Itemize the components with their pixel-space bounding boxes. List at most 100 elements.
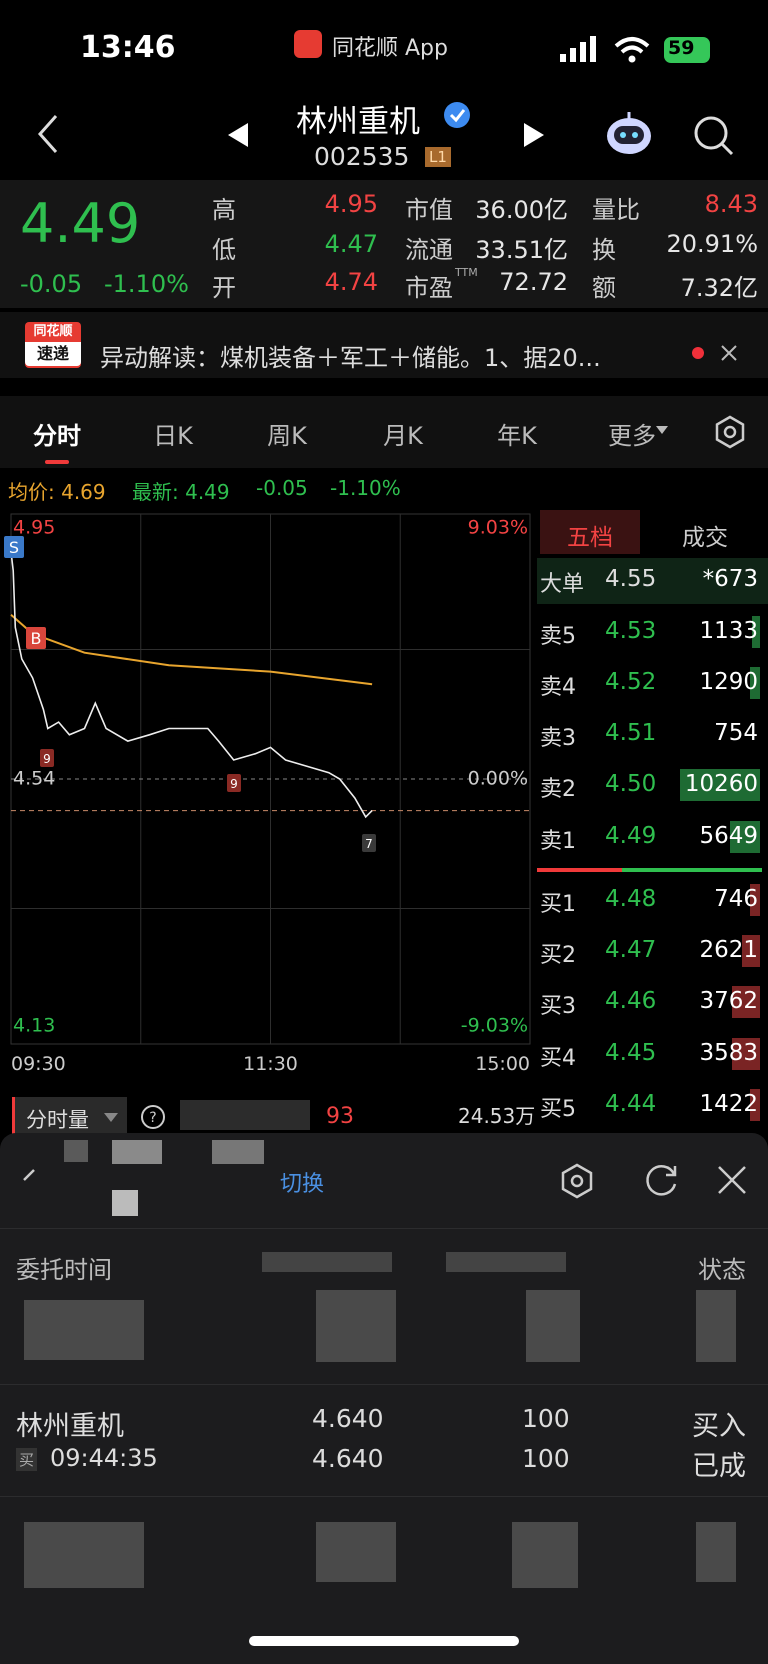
mosaic [112,1190,138,1216]
mosaic [696,1522,736,1582]
tab[interactable]: 月K [383,422,423,450]
trade-marker [40,749,54,767]
qty-bar [732,1038,760,1070]
price-change: -0.05 [20,270,83,298]
trade-marker-label: 9 [230,777,238,791]
avg-price: 均价: 4.69 [8,480,106,504]
stat-label: 高 [212,196,236,224]
volume-value: 93 [326,1104,354,1129]
book-label: 卖4 [540,675,576,700]
book-tab[interactable]: 五档 [567,525,613,551]
stat-value: 36.00亿 [475,196,568,224]
tab[interactable]: 分时 [33,422,81,450]
book-price: 4.50 [605,771,657,797]
book-qty: *673 [702,566,758,592]
news-close[interactable] [720,344,738,362]
battery-level: 59 [668,37,695,59]
trade-marker-label: 7 [365,837,373,851]
volume-help[interactable]: ? [140,1104,166,1130]
latest-change: -0.05 [256,476,308,500]
stat-value: 20.91% [666,230,758,258]
back-button[interactable] [34,114,62,154]
intraday-chart: 4.95 9.03% 4.54 0.00% 4.13 -9.03% 09:30 11:30 15… [4,513,531,1075]
book-qty: 2621 [699,937,758,963]
volume-dropdown [104,1113,118,1122]
qty-bar [742,935,760,967]
qty-bar [750,667,760,699]
stat-value: 7.32亿 [680,274,758,302]
order-time: 09:44:35 [50,1444,158,1472]
book-label: 大单 [540,572,585,597]
book-label: 买1 [540,892,576,917]
book-price: 4.46 [605,988,657,1014]
book-label: 卖5 [540,624,576,649]
order-qty: 100 [522,1404,570,1433]
x-tick-label: 11:30 [243,1053,298,1075]
stock-code: 002535 [314,142,410,171]
trade-marker [227,774,241,792]
panel-refresh[interactable] [642,1162,680,1200]
mosaic [512,1522,578,1588]
book-tab[interactable]: 成交 [682,525,728,551]
stat-label: 换 [592,236,616,264]
status-time: 13:46 [80,30,176,65]
x-tick-label: 15:00 [475,1053,530,1075]
panel-settings[interactable] [558,1162,596,1200]
next-stock[interactable] [522,122,546,148]
book-price: 4.51 [605,720,657,746]
tab[interactable]: 更多 [608,422,656,450]
qty-bar [750,1089,760,1121]
panel-back[interactable] [20,1166,40,1190]
book-divider-sell [537,868,622,872]
tab-more-arrow [656,426,668,434]
news-badge-top: 同花顺 [33,324,73,339]
svg-text:?: ? [149,1110,156,1126]
order-avg-price: 4.640 [312,1444,384,1473]
book-tab-active [540,510,640,554]
stat-label: 开 [212,274,236,302]
price-line [10,551,373,819]
switch-button[interactable]: 切换 [280,1172,325,1197]
latest-pct: -1.10% [330,476,401,500]
home-indicator [249,1636,519,1646]
book-label: 买3 [540,994,576,1019]
book-label: 卖1 [540,829,576,854]
trade-marker-label: 9 [43,752,51,766]
assistant-button[interactable] [604,110,654,158]
order-name: 林州重机 [16,1411,124,1442]
search-button[interactable] [692,114,736,158]
tab[interactable]: 日K [153,422,193,450]
mosaic [112,1140,162,1164]
battery: 59 [664,37,710,63]
qty-bar [732,986,760,1018]
level-tag: L1 [425,147,451,167]
stat-label: 流通 [405,236,453,264]
book-price: 4.49 [605,823,657,849]
book-label: 买4 [540,1046,576,1071]
mosaic [212,1140,264,1164]
mosaic [696,1290,736,1362]
qty-bar [730,821,760,853]
stat-label: 低 [212,236,236,264]
volume-label: 分时量 [26,1108,89,1132]
trade-marker [26,627,46,649]
chart-settings[interactable] [712,414,748,450]
book-price: 4.47 [605,937,657,963]
book-label: 买5 [540,1097,576,1122]
col-head-state: 状态 [698,1256,746,1284]
book-qty: 754 [714,720,758,746]
last-price: 4.49 [20,192,141,255]
tab[interactable]: 年K [497,422,537,450]
trade-marker-label: S [9,538,19,557]
app-icon [294,30,322,58]
news-badge-bottom: 速递 [25,342,81,366]
signal-icon [560,36,596,62]
prev-stock[interactable] [226,122,250,148]
order-filled: 100 [522,1444,570,1473]
panel-close[interactable] [716,1164,748,1196]
stock-name: 林州重机 [296,104,420,140]
tab[interactable]: 周K [267,422,307,450]
news-text[interactable]: 异动解读：煤机装备＋军工＋储能。1、据20... [100,344,601,372]
order-side: 买入 [692,1411,746,1442]
